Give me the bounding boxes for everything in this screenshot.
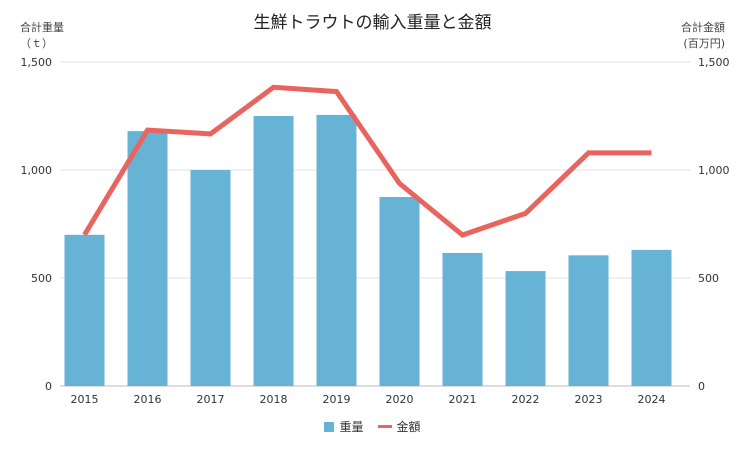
left-axis-title-line1: 合計重量 [20,21,64,34]
x-tick-label: 2018 [260,393,288,406]
bar-2024 [631,249,672,386]
right-axis-title-line1: 合計金額 [681,21,725,34]
y-right-tick-label: 1,500 [698,56,730,69]
x-tick-label: 2016 [134,393,162,406]
legend-swatch-amount [377,425,392,428]
bar-2022 [505,271,546,386]
legend-label-weight: 重量 [339,420,364,434]
legend-swatch-weight [324,421,335,432]
y-right-tick-label: 1,000 [698,164,730,177]
y-left-tick-label: 500 [31,272,52,285]
x-tick-label: 2023 [575,393,603,406]
y-right-tick-label: 500 [698,272,719,285]
x-tick-label: 2021 [449,393,477,406]
right-axis-title-line2: (百万円) [683,37,725,50]
bar-2015 [64,234,105,386]
bar-2021 [442,252,483,386]
right-axis-title: 合計金額 (百万円) [681,20,725,52]
x-tick-label: 2022 [512,393,540,406]
x-tick-label: 2017 [197,393,225,406]
legend: 重量 金額 [0,418,745,435]
x-tick-label: 2019 [323,393,351,406]
y-right-tick-label: 0 [698,380,705,393]
amount-line [82,84,652,238]
x-tick-label: 2015 [71,393,99,406]
legend-item-weight[interactable]: 重量 [324,418,364,435]
bar-2016 [127,131,168,386]
legend-item-amount[interactable]: 金額 [377,418,421,435]
y-left-tick-label: 0 [45,380,52,393]
bar-2017 [190,170,231,386]
bar-2020 [379,197,420,386]
x-tick-label: 2020 [386,393,414,406]
chart-title: 生鮮トラウトの輸入重量と金額 [253,13,492,33]
left-axis-title: 合計重量 （ｔ） [20,20,64,52]
x-tick-label: 2024 [638,393,666,406]
bar-2018 [253,116,294,386]
y-left-tick-label: 1,000 [21,164,53,177]
legend-label-amount: 金額 [396,420,421,434]
y-left-tick-label: 1,500 [21,56,53,69]
bar-2019 [316,114,357,387]
left-axis-title-line2: （ｔ） [20,37,53,50]
bar-2023 [568,255,609,386]
